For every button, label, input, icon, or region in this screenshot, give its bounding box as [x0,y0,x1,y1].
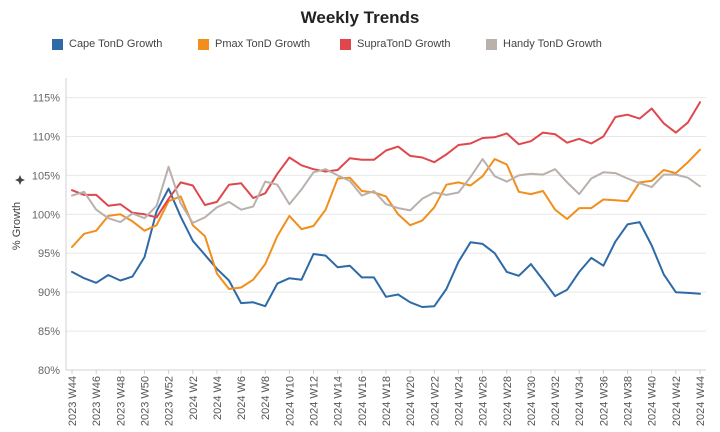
legend-swatch [52,38,63,50]
y-tick-label: 110% [33,131,61,143]
y-axis-title: % Growth [11,202,23,250]
chart-title: Weekly Trends [300,8,420,27]
legend-label: Pmax TonD Growth [215,38,311,50]
y-tick-label: 80% [38,365,60,377]
x-tick-label: 2024 W44 [695,376,707,426]
sparkle-icon [15,175,25,185]
legend-label: Cape TonD Growth [69,38,163,50]
y-tick-label: 90% [38,287,60,299]
legend-item: Cape TonD Growth [52,38,162,50]
y-tick-label: 100% [32,209,60,221]
series-line-supratond-growth [71,101,701,219]
x-tick-label: 2024 W38 [623,376,635,426]
series-line-cape-tond-growth [71,187,701,308]
x-tick-label: 2024 W40 [647,376,659,426]
y-tick-label: 85% [38,326,60,338]
x-tick-label: 2024 W6 [236,376,248,420]
x-tick-label: 2024 W28 [502,376,514,426]
x-tick-label: 2024 W26 [478,376,490,426]
x-tick-label: 2024 W32 [550,376,562,426]
x-tick-label: 2023 W52 [164,376,176,426]
y-tick-label: 115% [33,93,61,105]
legend-swatch [198,38,209,50]
x-tick-label: 2024 W18 [381,376,393,426]
x-tick-label: 2024 W34 [574,376,586,426]
x-tick-label: 2024 W12 [309,376,321,426]
series-line-pmax-tond-growth [71,148,701,290]
legend-label: Handy TonD Growth [503,38,602,50]
series-line-handy-tond-growth [71,158,701,224]
legend-item: SupraTonD Growth [340,38,451,50]
x-tick-label: 2024 W4 [212,376,224,420]
y-tick-label: 105% [32,170,60,182]
x-tick-label: 2024 W24 [454,376,466,426]
x-tick-label: 2024 W14 [333,376,345,426]
legend-label: SupraTonD Growth [357,38,451,50]
x-tick-label: 2024 W8 [260,376,272,420]
x-tick-label: 2024 W20 [405,376,417,426]
x-tick-label: 2024 W2 [188,376,200,420]
legend-item: Pmax TonD Growth [198,38,310,50]
y-tick-label: 95% [38,248,60,260]
legend-swatch [340,38,351,50]
legend-swatch [486,38,497,50]
x-tick-label: 2023 W46 [91,376,103,426]
x-tick-label: 2024 W16 [357,376,369,426]
x-tick-label: 2024 W36 [598,376,610,426]
x-tick-label: 2024 W30 [526,376,538,426]
x-tick-label: 2023 W48 [115,376,127,426]
x-tick-label: 2023 W44 [67,376,79,426]
x-tick-label: 2024 W42 [671,376,683,426]
x-tick-label: 2023 W50 [140,376,152,426]
x-tick-label: 2024 W22 [429,376,441,426]
x-tick-label: 2024 W10 [284,376,296,426]
chart-legend: Cape TonD Growth Pmax TonD Growth SupraTon… [0,38,720,56]
legend-item: Handy TonD Growth [486,38,602,50]
